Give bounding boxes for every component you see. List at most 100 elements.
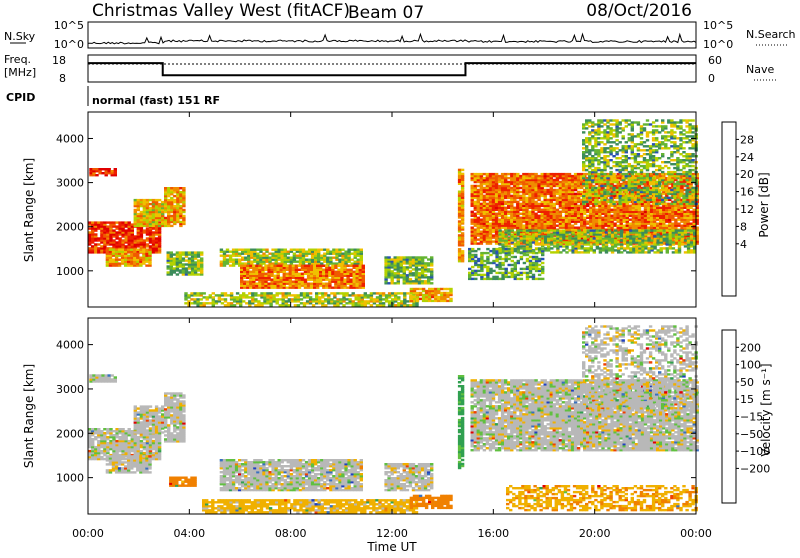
data-cell xyxy=(298,269,301,271)
data-cell xyxy=(537,175,540,177)
data-cell xyxy=(170,215,173,217)
data-cell xyxy=(613,223,616,225)
data-cell xyxy=(498,243,501,245)
data-cell xyxy=(559,211,562,213)
data-cell xyxy=(556,189,559,191)
data-cell xyxy=(318,296,321,298)
data-cell xyxy=(341,253,344,255)
data-cell xyxy=(357,249,360,251)
data-cell xyxy=(331,265,334,267)
data-cell xyxy=(507,211,510,213)
data-cell xyxy=(320,255,323,257)
data-cell xyxy=(355,294,358,296)
data-cell xyxy=(492,173,495,175)
data-cell xyxy=(179,221,182,223)
data-cell xyxy=(508,229,511,231)
data-cell xyxy=(105,168,108,170)
data-cell xyxy=(446,292,449,294)
data-cell xyxy=(388,300,391,302)
data-cell xyxy=(586,215,589,217)
data-cell xyxy=(233,296,236,298)
data-cell xyxy=(394,292,397,294)
data-cell xyxy=(305,251,308,253)
data-cell xyxy=(239,294,242,296)
data-cell xyxy=(583,217,586,219)
data-cell xyxy=(397,292,400,294)
data-cell xyxy=(317,249,320,251)
data-cell xyxy=(364,292,367,294)
data-cell xyxy=(553,173,556,175)
data-cell xyxy=(513,173,516,175)
data-cell xyxy=(299,249,302,251)
data-cell xyxy=(517,229,520,231)
data-cell xyxy=(115,241,118,243)
data-cell xyxy=(179,187,182,189)
data-cell xyxy=(677,223,680,225)
data-cell xyxy=(224,292,227,294)
data-cell xyxy=(179,251,182,253)
data-cell xyxy=(480,203,483,205)
data-cell xyxy=(298,265,301,267)
data-cell xyxy=(139,249,142,251)
nave-label: Nave xyxy=(746,63,774,76)
data-cell xyxy=(155,237,158,239)
cpid-program: normal (fast) 151 RF xyxy=(92,94,220,107)
data-cell xyxy=(517,237,520,239)
nave-tick-bottom: 0 xyxy=(708,72,715,85)
data-cell xyxy=(483,173,486,175)
data-cell xyxy=(140,199,143,201)
data-cell xyxy=(229,264,232,266)
data-cell xyxy=(495,213,498,215)
data-cell xyxy=(190,298,193,300)
data-cell xyxy=(296,261,299,263)
data-cell xyxy=(121,221,124,223)
data-cell xyxy=(101,168,104,170)
data-cell xyxy=(359,265,362,267)
data-cell xyxy=(188,271,191,273)
data-cell xyxy=(574,173,577,175)
data-cell xyxy=(507,201,510,203)
data-cell xyxy=(507,181,510,183)
data-cell xyxy=(312,298,315,300)
data-cell xyxy=(522,173,525,175)
data-cell xyxy=(304,265,307,267)
data-cell xyxy=(508,237,511,239)
data-cell xyxy=(88,231,91,233)
data-cell xyxy=(158,223,161,225)
data-cell xyxy=(397,296,400,298)
data-cell xyxy=(308,249,311,251)
data-cell xyxy=(689,211,692,213)
data-cell xyxy=(256,253,259,255)
data-cell xyxy=(403,266,406,268)
data-cell xyxy=(125,229,128,231)
data-cell xyxy=(519,195,522,197)
data-cell xyxy=(103,221,106,223)
data-cell xyxy=(514,231,517,233)
data-cell xyxy=(112,259,115,261)
data-cell xyxy=(352,292,355,294)
data-cell xyxy=(355,302,358,304)
data-cell xyxy=(356,265,359,267)
freq-frame xyxy=(88,55,696,82)
data-cell xyxy=(382,298,385,300)
data-cell xyxy=(477,242,480,244)
data-cell xyxy=(373,292,376,294)
data-cell xyxy=(391,292,394,294)
data-cell xyxy=(271,253,274,255)
data-cell xyxy=(424,256,427,258)
data-cell xyxy=(413,296,416,298)
data-cell xyxy=(136,253,139,255)
data-cell xyxy=(623,225,626,227)
data-cell xyxy=(295,265,298,267)
data-cell xyxy=(342,292,345,294)
data-cell xyxy=(511,233,514,235)
data-cell xyxy=(188,257,191,259)
data-cell xyxy=(412,268,415,270)
data-cell xyxy=(118,237,121,239)
data-cell xyxy=(241,262,244,264)
data-cell xyxy=(357,259,360,261)
data-cell xyxy=(424,280,427,282)
data-cell xyxy=(197,259,200,261)
data-cell xyxy=(391,298,394,300)
data-cell xyxy=(125,221,128,223)
